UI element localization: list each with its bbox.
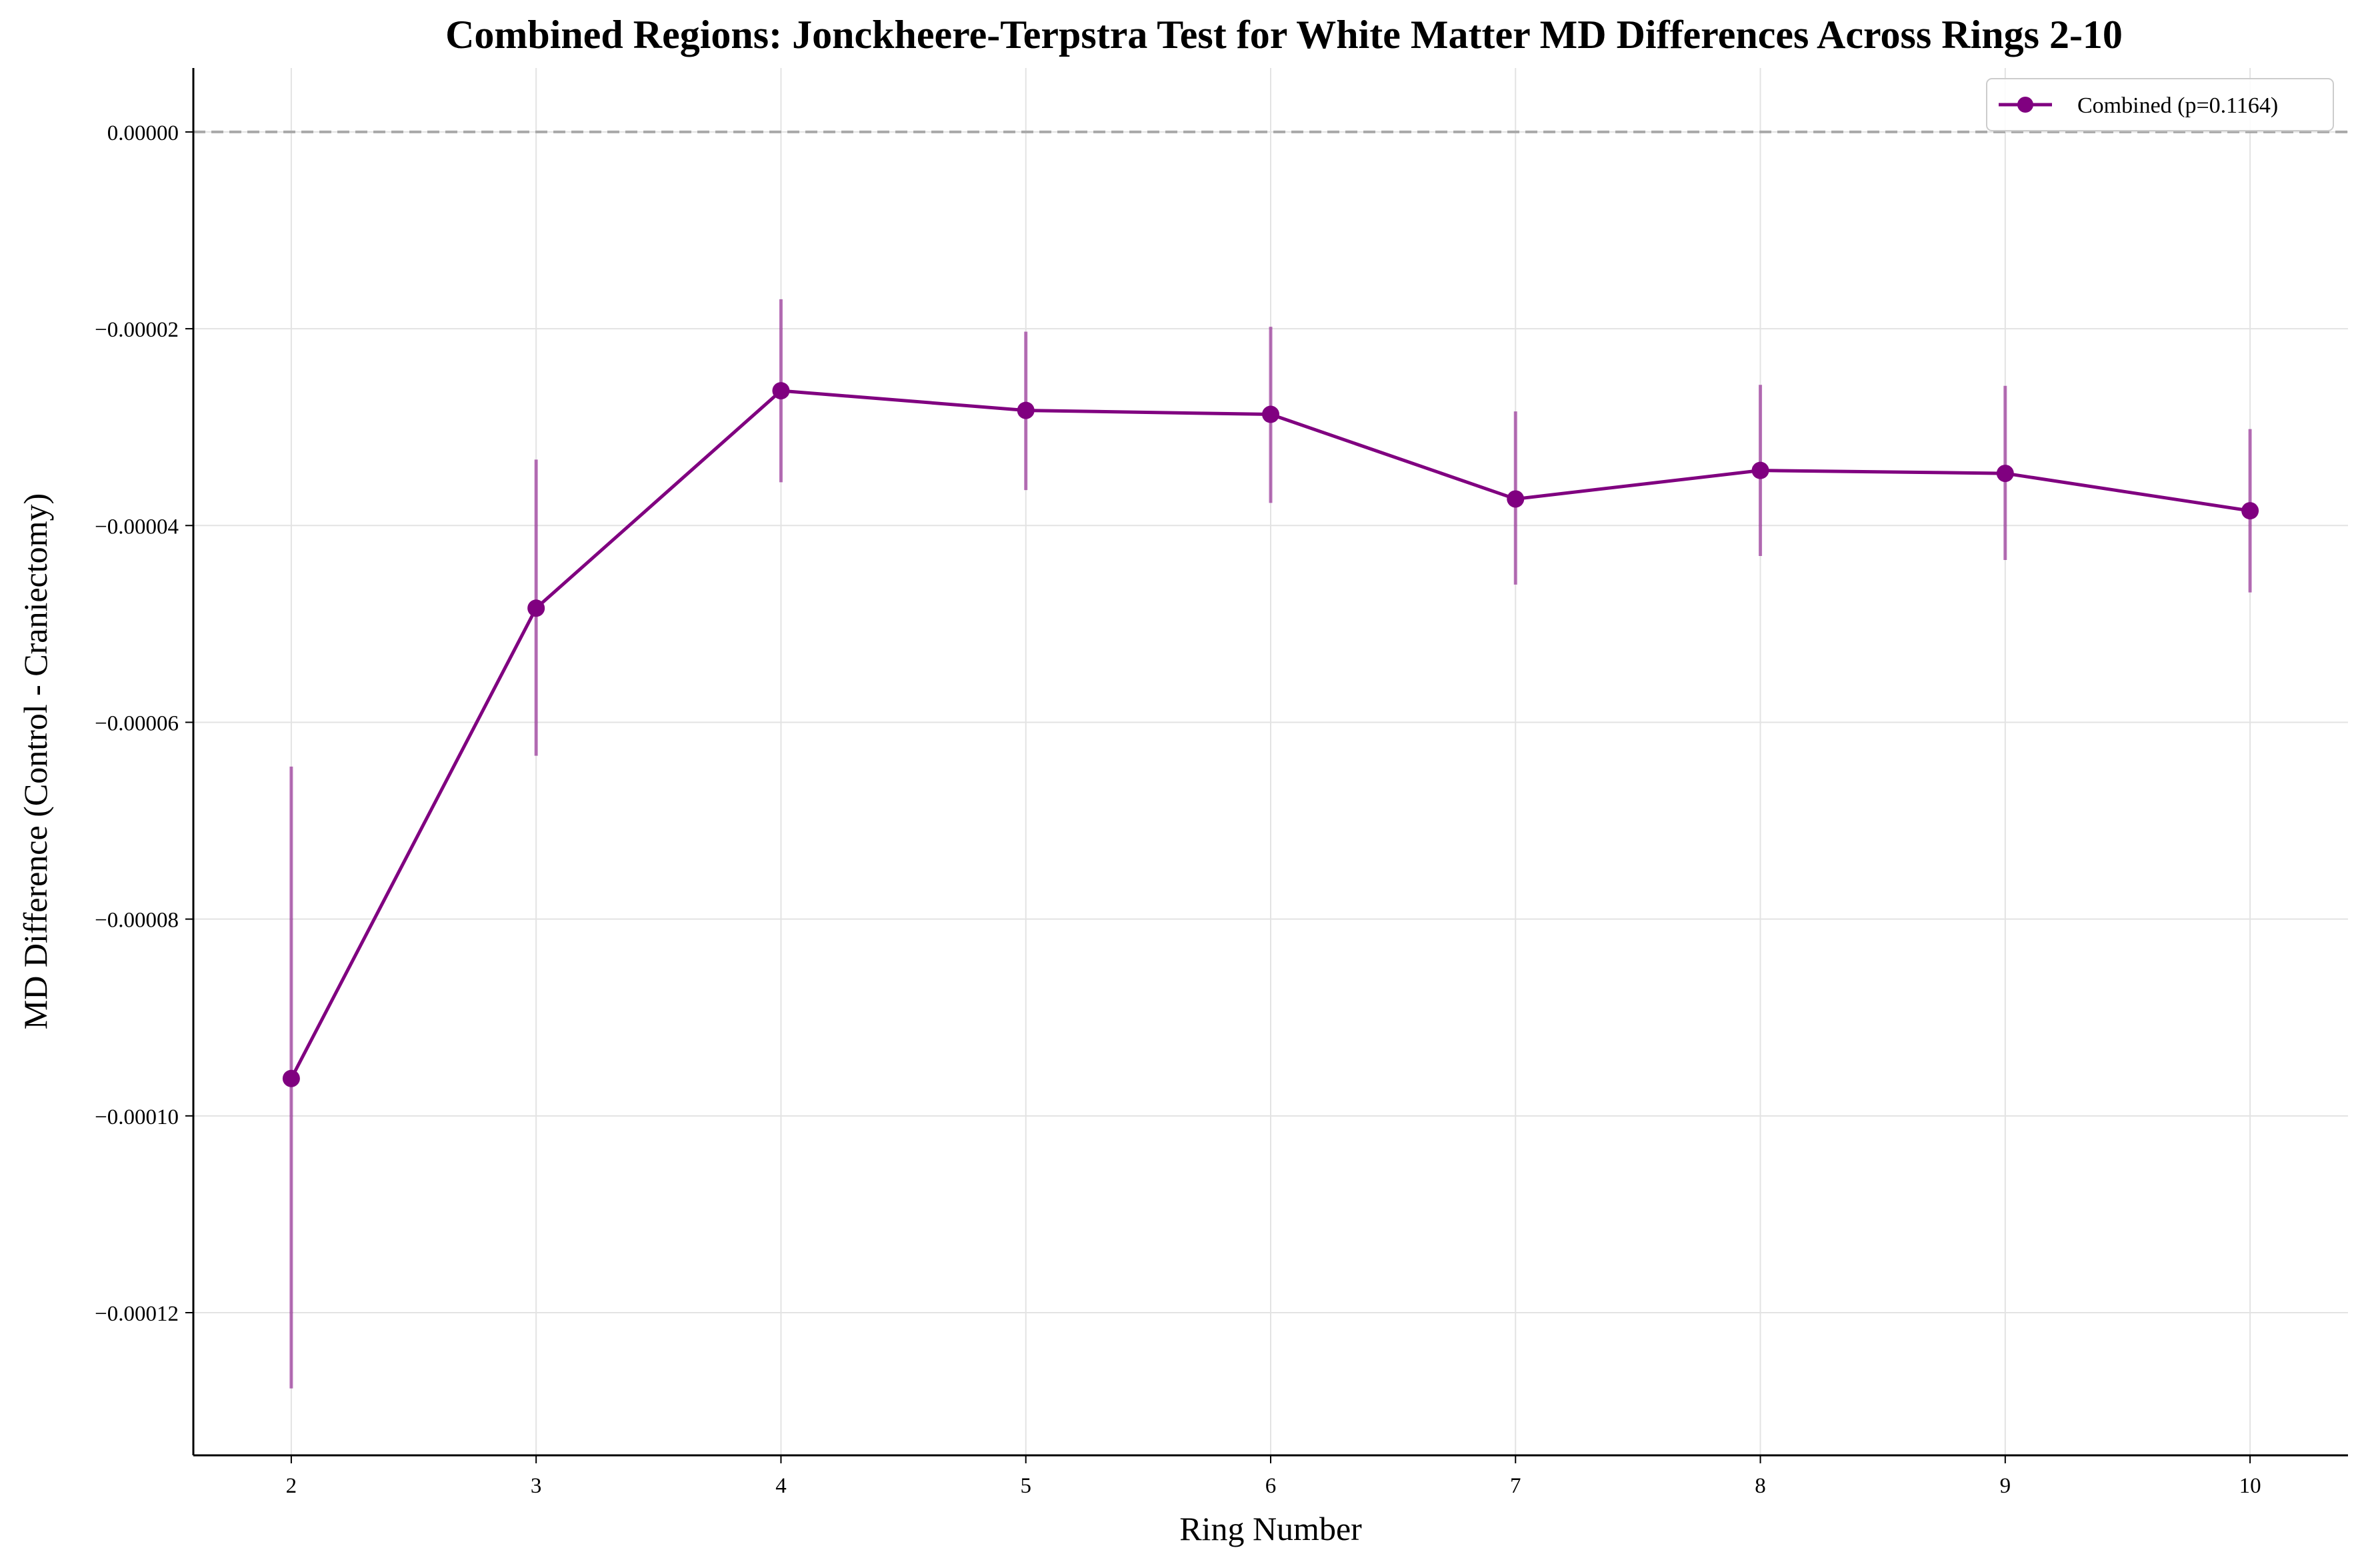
x-tick-label: 3 [531, 1474, 542, 1498]
y-tick-label: −0.00006 [95, 711, 179, 735]
y-ticks: 0.00000 −0.00002 −0.00004 −0.00006 −0.00008 −… [95, 121, 193, 1326]
x-tick-label: 9 [2000, 1474, 2011, 1498]
legend-marker [2017, 97, 2033, 113]
legend-label: Combined (p=0.1164) [2077, 93, 2278, 118]
data-point [1996, 465, 2014, 483]
data-point [1507, 490, 1525, 508]
legend-frame [1986, 78, 2334, 131]
y-tick-label: −0.00012 [95, 1302, 179, 1326]
data-point [1751, 461, 1769, 479]
y-tick-label: 0.00000 [107, 121, 179, 145]
x-axis-label: Ring Number [1179, 1510, 1362, 1547]
y-tick-label: −0.00008 [95, 909, 179, 933]
y-tick-label: −0.00002 [95, 318, 179, 342]
grid [193, 68, 2348, 1455]
x-tick-label: 4 [775, 1474, 787, 1498]
data-points [282, 382, 2259, 1087]
legend: Combined (p=0.1164) [1986, 78, 2334, 131]
data-point [527, 599, 545, 617]
y-tick-label: −0.00004 [95, 515, 179, 539]
chart-title: Combined Regions: Jonckheere-Terpstra Te… [445, 13, 2123, 57]
x-tick-label: 2 [286, 1474, 297, 1498]
data-point [1262, 405, 1279, 423]
data-point [772, 382, 790, 400]
x-tick-label: 8 [1755, 1474, 1766, 1498]
x-tick-label: 6 [1265, 1474, 1277, 1498]
x-tick-label: 5 [1020, 1474, 1031, 1498]
data-point [1017, 401, 1035, 419]
data-point [282, 1069, 300, 1087]
x-tick-label: 7 [1510, 1474, 1521, 1498]
y-tick-label: −0.00010 [95, 1105, 179, 1129]
data-point [2241, 502, 2259, 520]
x-ticks: 2 3 4 5 6 7 8 9 10 [286, 1455, 2261, 1498]
x-tick-label: 10 [2239, 1474, 2261, 1498]
y-axis-label: MD Difference (Control - Craniectomy) [17, 493, 54, 1029]
